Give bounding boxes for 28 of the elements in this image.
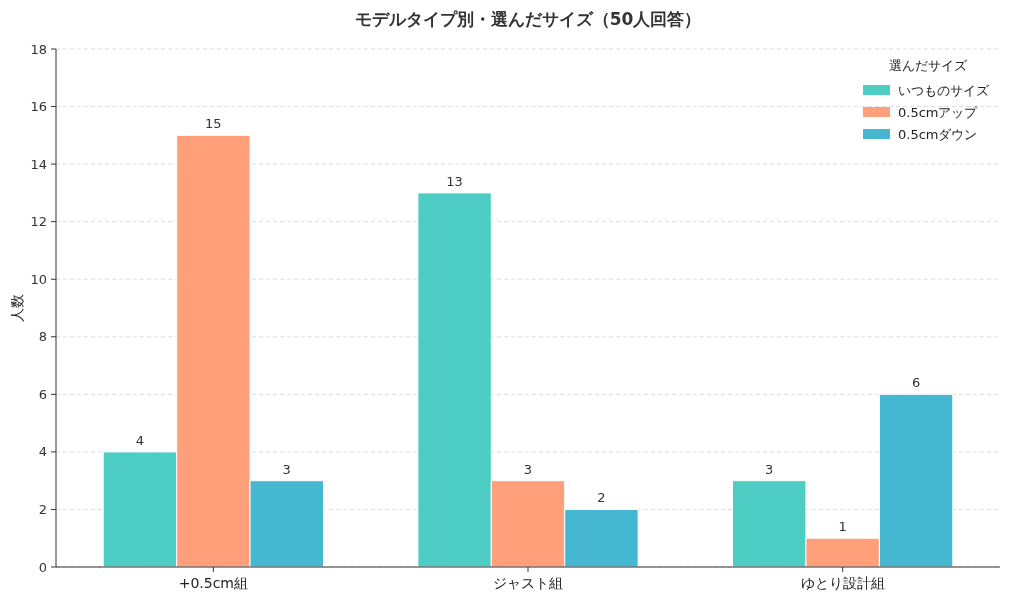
legend-label: 0.5cmダウン xyxy=(898,126,978,142)
data-label: 3 xyxy=(523,461,533,477)
x-tick-label: ゆとり設計組 xyxy=(800,575,885,591)
y-axis-title: 人数 xyxy=(9,294,25,322)
y-tick-label: 10 xyxy=(30,271,47,287)
x-tick-label: ジャスト組 xyxy=(493,575,563,591)
data-label: 15 xyxy=(205,116,222,132)
legend-title: 選んだサイズ xyxy=(889,58,968,73)
data-label: 13 xyxy=(446,173,463,189)
y-tick-label: 16 xyxy=(30,99,47,115)
legend-label: いつものサイズ xyxy=(898,82,990,98)
legend-label: 0.5cmアップ xyxy=(898,104,979,120)
data-label: 6 xyxy=(911,375,921,391)
data-label: 3 xyxy=(282,461,291,477)
data-label: 1 xyxy=(838,519,847,535)
y-tick-label: 0 xyxy=(38,559,47,575)
y-tick-label: 18 xyxy=(30,41,47,57)
y-tick-label: 2 xyxy=(38,501,47,517)
y-tick-label: 6 xyxy=(38,386,47,402)
data-label: 4 xyxy=(135,432,145,448)
y-tick-label: 14 xyxy=(30,156,47,172)
data-label: 2 xyxy=(597,490,606,506)
y-tick-label: 12 xyxy=(30,214,47,230)
chart-title: モデルタイプ別・選んだサイズ（50人回答） xyxy=(354,9,702,29)
y-tick-label: 4 xyxy=(38,444,47,460)
y-tick-label: 8 xyxy=(38,329,47,345)
x-tick-label: +0.5cm組 xyxy=(178,575,249,591)
data-label: 3 xyxy=(765,461,774,477)
